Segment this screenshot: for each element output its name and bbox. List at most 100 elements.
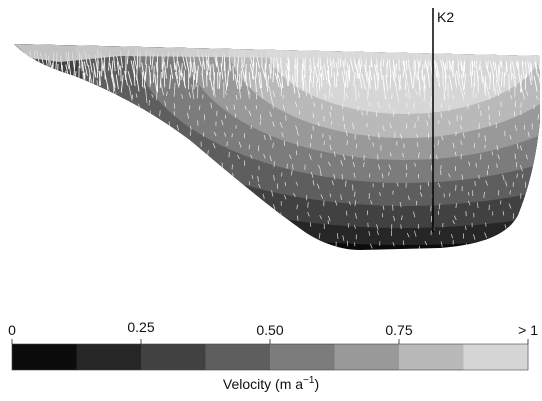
velocity-vector xyxy=(251,175,254,180)
velocity-vector xyxy=(512,213,515,219)
velocity-vector xyxy=(82,142,84,148)
velocity-vector xyxy=(508,73,510,92)
velocity-vector xyxy=(180,63,183,81)
velocity-vector xyxy=(495,79,497,95)
velocity-vector xyxy=(273,174,275,181)
velocity-vector xyxy=(367,83,369,100)
velocity-vector xyxy=(333,71,336,88)
ice-surface-band xyxy=(14,44,540,62)
velocity-vector xyxy=(285,70,289,86)
velocity-vector xyxy=(414,162,417,167)
velocity-vector xyxy=(52,125,55,131)
velocity-vector xyxy=(255,62,258,78)
velocity-vector xyxy=(15,155,17,160)
velocity-vector xyxy=(15,201,18,208)
velocity-vector xyxy=(151,93,154,98)
colorbar-bin xyxy=(463,344,529,370)
velocity-vector xyxy=(163,70,166,88)
velocity-vector xyxy=(497,64,500,81)
velocity-vector xyxy=(295,181,298,186)
velocity-vector xyxy=(509,190,511,195)
velocity-vector xyxy=(533,105,535,110)
velocity-vector xyxy=(279,61,284,77)
velocity-vector xyxy=(452,60,454,78)
velocity-vector xyxy=(514,153,517,160)
velocity-vector xyxy=(227,245,229,250)
colorbar-bin xyxy=(76,344,142,370)
velocity-vector xyxy=(197,120,199,126)
velocity-vector xyxy=(196,65,199,83)
velocity-vector xyxy=(346,70,350,88)
velocity-vector xyxy=(513,221,515,227)
velocity-vector xyxy=(377,72,380,90)
velocity-vector xyxy=(228,221,230,227)
velocity-vector xyxy=(423,74,426,92)
velocity-vector xyxy=(415,89,418,95)
velocity-vector xyxy=(31,213,34,219)
velocity-vector xyxy=(330,61,333,78)
velocity-vector xyxy=(320,72,323,87)
velocity-vector xyxy=(221,119,224,126)
velocity-vector xyxy=(40,195,43,202)
velocity-vector xyxy=(291,169,293,176)
velocity-vector xyxy=(106,220,109,227)
velocity-vector xyxy=(305,80,307,97)
velocity-vector xyxy=(430,230,432,236)
velocity-vector xyxy=(535,95,539,100)
velocity-vector xyxy=(82,170,85,176)
velocity-vector xyxy=(263,153,266,159)
velocity-vector xyxy=(272,223,274,229)
colorbar-bins xyxy=(12,344,529,370)
velocity-vector xyxy=(319,170,322,176)
velocity-vector xyxy=(465,225,467,231)
velocity-vector xyxy=(177,144,179,150)
velocity-vector xyxy=(319,215,323,220)
velocity-vector xyxy=(527,131,530,138)
velocity-vector xyxy=(132,60,136,78)
velocity-vector xyxy=(259,72,263,89)
velocity-vector xyxy=(161,210,164,215)
velocity-vector xyxy=(457,64,461,79)
velocity-vector xyxy=(188,213,191,219)
velocity-vector xyxy=(15,92,18,98)
velocity-vector xyxy=(29,85,31,101)
velocity-vector xyxy=(63,132,66,138)
velocity-vector xyxy=(149,222,151,227)
velocity-vector xyxy=(252,61,255,79)
velocity-vector xyxy=(414,230,417,237)
velocity-vector xyxy=(117,109,120,115)
velocity-vector xyxy=(309,64,312,83)
velocity-vector xyxy=(238,80,242,99)
velocity-vector xyxy=(534,60,538,76)
velocity-vector xyxy=(233,104,235,110)
velocity-vector xyxy=(372,142,374,147)
velocity-vector xyxy=(448,74,453,91)
velocity-vector xyxy=(308,55,313,74)
velocity-vector xyxy=(416,133,418,139)
velocity-vector xyxy=(526,90,529,97)
velocity-vector xyxy=(377,101,381,108)
velocity-vector xyxy=(226,70,229,87)
velocity-vector xyxy=(56,171,58,178)
velocity-vector xyxy=(262,193,265,199)
velocity-vector xyxy=(24,133,27,139)
velocity-vector xyxy=(343,123,346,130)
velocity-vector xyxy=(96,182,99,187)
velocity-vector xyxy=(269,63,272,79)
velocity-vector xyxy=(272,121,275,127)
velocity-vector xyxy=(160,81,164,96)
velocity-vector xyxy=(189,54,193,72)
velocity-vector xyxy=(312,180,315,186)
velocity-vector xyxy=(500,71,503,88)
velocity-vector xyxy=(68,145,71,151)
velocity-vector xyxy=(263,134,266,140)
velocity-vector xyxy=(15,180,19,187)
velocity-vector xyxy=(318,232,321,239)
velocity-vector xyxy=(396,182,399,187)
velocity-vector xyxy=(183,70,186,87)
velocity-vector xyxy=(224,132,227,137)
velocity-vector xyxy=(316,62,322,78)
velocity-vector xyxy=(455,203,457,209)
velocity-vector xyxy=(509,242,511,248)
velocity-vector xyxy=(329,144,332,151)
